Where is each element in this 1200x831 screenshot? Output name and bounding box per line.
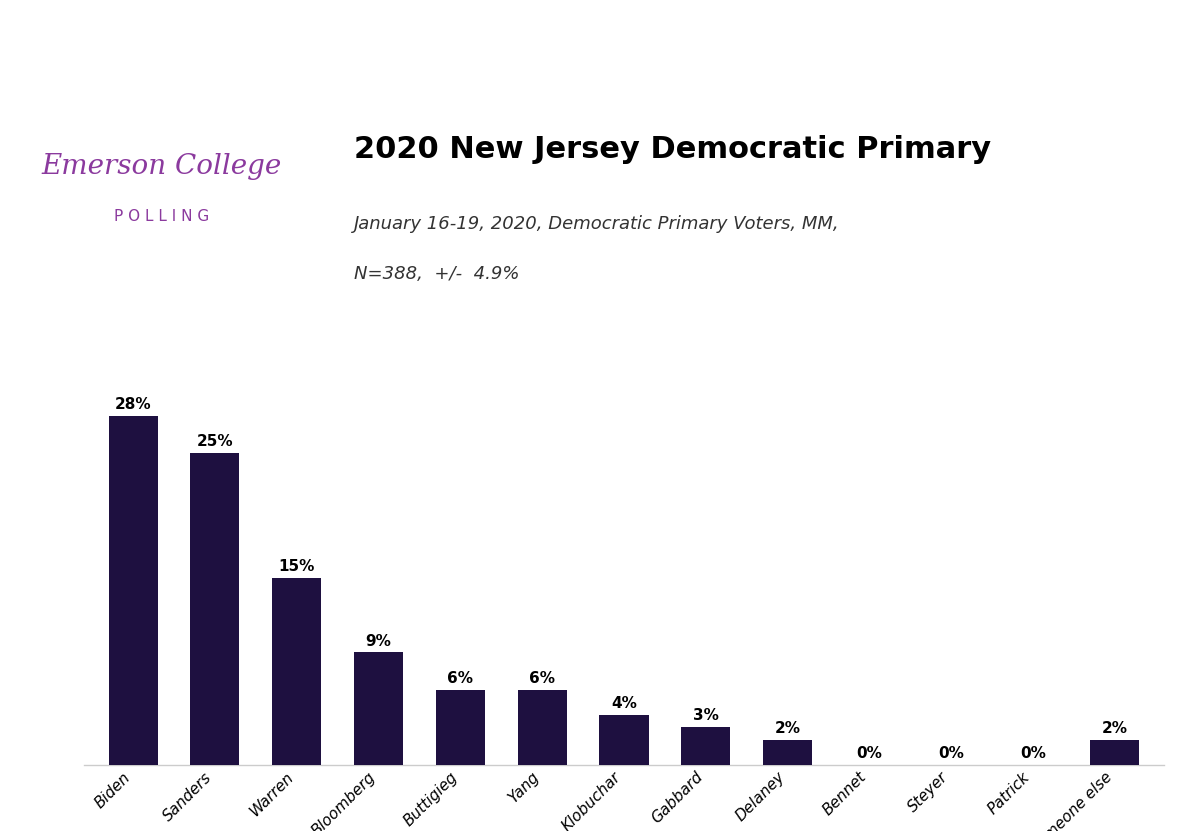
- Bar: [763, 740, 812, 765]
- Text: Emerson College: Emerson College: [42, 153, 282, 179]
- Bar: [191, 453, 240, 765]
- Text: 2020 New Jersey Democratic Primary: 2020 New Jersey Democratic Primary: [354, 135, 991, 164]
- Bar: [600, 715, 648, 765]
- Text: January 16-19, 2020, Democratic Primary Voters, MM,: January 16-19, 2020, Democratic Primary …: [354, 215, 840, 234]
- Text: 3%: 3%: [692, 708, 719, 723]
- Text: 6%: 6%: [448, 671, 473, 686]
- Text: 0%: 0%: [938, 745, 965, 761]
- Text: 2%: 2%: [1102, 720, 1128, 736]
- Bar: [436, 690, 485, 765]
- Bar: [517, 690, 566, 765]
- Bar: [682, 727, 731, 765]
- Text: 0%: 0%: [857, 745, 882, 761]
- Text: N=388,  +/-  4.9%: N=388, +/- 4.9%: [354, 265, 520, 283]
- Text: P O L L I N G: P O L L I N G: [114, 209, 210, 224]
- Text: 6%: 6%: [529, 671, 556, 686]
- Bar: [272, 578, 322, 765]
- Bar: [1091, 740, 1140, 765]
- Text: 2%: 2%: [775, 720, 800, 736]
- Text: 28%: 28%: [115, 396, 151, 412]
- Text: 4%: 4%: [611, 696, 637, 711]
- Bar: [354, 652, 403, 765]
- Text: 15%: 15%: [278, 558, 314, 573]
- Text: 9%: 9%: [366, 633, 391, 648]
- Bar: [108, 416, 157, 765]
- Text: 0%: 0%: [1020, 745, 1046, 761]
- Text: 25%: 25%: [197, 434, 233, 449]
